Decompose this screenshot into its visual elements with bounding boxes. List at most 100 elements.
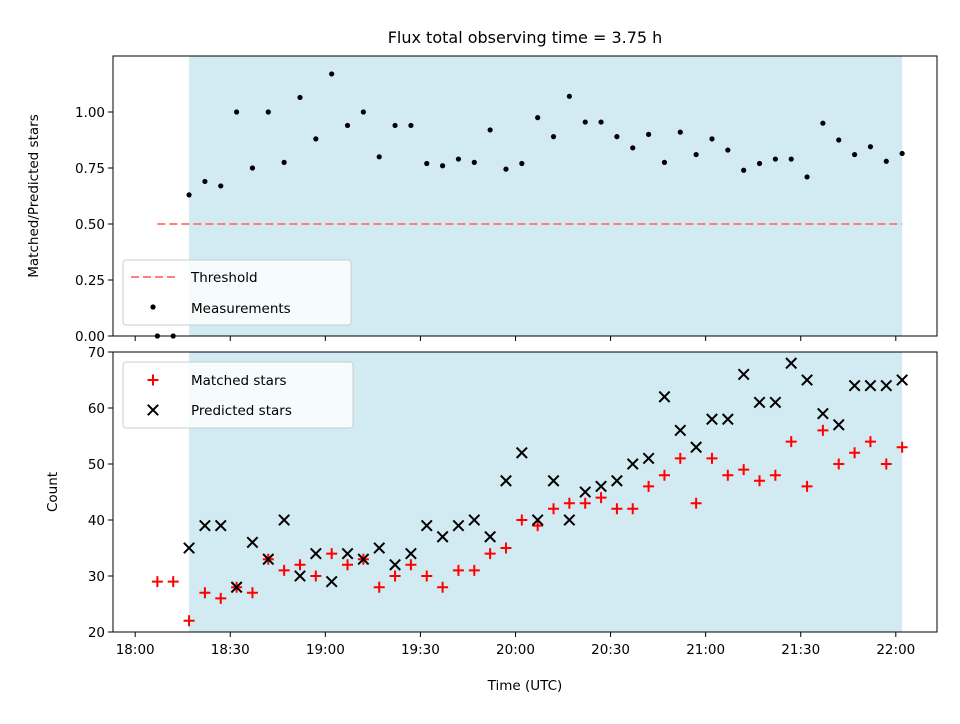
measurement-point [234,109,240,115]
bottom-xtick-label: 20:30 [591,642,630,658]
matched-star-point [326,548,338,560]
predicted-star-point [420,519,433,532]
top-legend: Threshold Measurements [122,259,352,326]
matched-star-point [468,564,480,576]
measurement-point [566,93,572,99]
predicted-star-point [721,413,734,426]
matched-star-point [690,497,702,509]
bottom-ytick-label: 50 [88,457,105,473]
bottom-xtick-label: 18:30 [211,642,250,658]
bottom-xtick-label: 20:00 [496,642,535,658]
measurement-point [329,71,335,77]
predicted-star-point [436,530,449,543]
matched-star-point [484,548,496,560]
measurement-point [836,137,842,143]
matched-star-point [738,464,750,476]
predicted-star-point [309,547,322,560]
matched-star-point [801,480,813,492]
measurement-point [867,144,874,150]
predicted-star-point [848,379,861,392]
matched-star-point [548,503,560,515]
matched-star-point [611,503,623,515]
measurement-point [392,122,398,129]
predicted-star-point [611,474,623,487]
bottom-xlabel: Time (UTC) [487,678,563,694]
matched-star-point [880,458,892,470]
measurement-point [424,160,430,167]
predicted-star-point [294,570,306,582]
matched-star-point [389,570,401,582]
matched-star-point [532,520,544,532]
bottom-frame [112,351,938,633]
top-ylabel: Matched/Predicted stars [26,114,42,277]
predicted-star-point [737,368,750,381]
predicted-star-point [484,530,497,543]
predicted-star-point [880,379,893,392]
predicted-star-point [278,514,291,526]
measurement-point [883,158,889,164]
measurement-point [661,159,668,165]
bottom-ytick-label: 40 [88,513,105,529]
predicted-star-point [753,396,766,409]
matched-star-point [849,447,861,459]
predicted-star-point [658,390,671,403]
measurement-point [741,167,747,173]
matched-star-point [167,576,179,588]
matched-star-point [627,503,639,515]
matched-star-point [896,441,908,453]
bottom-ytick-label: 20 [88,625,105,641]
matched-star-point [405,559,417,571]
measurement-point [202,178,208,185]
measurement-point [440,163,446,169]
predicted-star-point [579,486,592,498]
top-ytick-label: 0.00 [75,329,105,345]
legend-matched-swatch [147,374,159,386]
bottom-xtick-label: 18:00 [116,642,155,658]
bottom-xtick-label: 19:30 [401,642,440,658]
matched-star-point [579,497,591,509]
matched-star-point [199,587,211,599]
predicted-star-point [832,418,845,431]
matched-star-point [294,559,306,571]
matched-star-point [643,480,655,492]
measurement-point [550,134,557,140]
measurement-point [519,160,525,167]
matched-star-point [246,587,258,599]
top-legend-box [122,259,352,326]
measurement-point [646,131,652,137]
matched-star-point [658,469,670,481]
measurement-point [598,119,604,125]
predicted-star-point [405,547,417,560]
matched-star-point [864,436,876,448]
measurement-point [788,156,794,162]
bottom-xtick-label: 21:00 [686,642,725,658]
top-frame [112,55,938,337]
matched-star-point [278,564,290,576]
predicted-star-point [246,536,259,549]
measurement-point [186,192,192,198]
measurement-point [281,159,287,165]
measurement-point [535,115,541,121]
measurement-point [582,119,588,125]
measurement-point [630,145,636,151]
measurement-point [344,122,351,129]
measurement-point [455,156,462,162]
predicted-star-point [563,514,576,526]
measurement-point [376,154,382,160]
measurement-point [693,151,699,158]
bottom-xtick-label: 19:00 [306,642,345,658]
predicted-star-point [769,396,782,409]
top-ytick-label: 1.00 [75,105,105,121]
matched-star-point [310,570,322,582]
predicted-star-point [262,553,275,566]
matched-star-point [817,424,829,436]
measurement-point [725,147,731,153]
measurement-point [772,156,778,162]
matched-star-point [769,469,781,481]
top-ytick-label: 0.50 [75,217,105,233]
measurement-point [503,166,509,172]
predicted-star-point [341,547,354,560]
measurement-point [677,129,683,135]
matched-star-point [563,497,575,509]
